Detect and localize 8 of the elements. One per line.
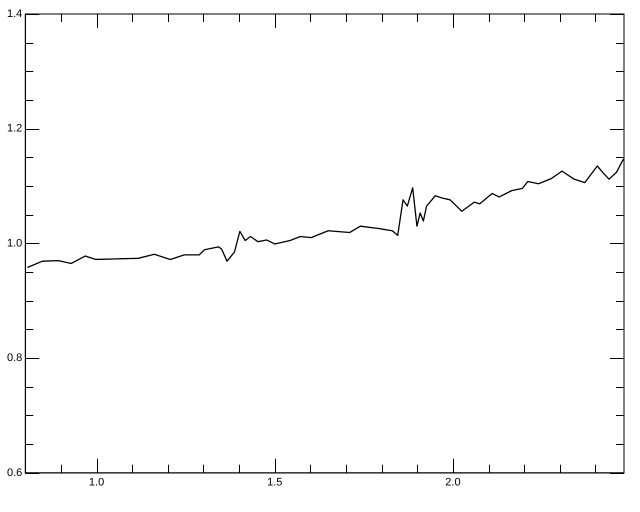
y-tick-label: 1.2 (6, 122, 22, 135)
x-tick-label: 1.0 (88, 476, 104, 488)
y-tick-label: 0.6 (6, 466, 22, 479)
y-tick-label: 1.0 (6, 237, 22, 250)
x-tick-label: 2.0 (445, 476, 461, 488)
x-tick-label: 1.5 (267, 476, 282, 488)
y-tick-label: 0.8 (6, 352, 22, 364)
y-tick-label: 1.4 (6, 8, 22, 20)
